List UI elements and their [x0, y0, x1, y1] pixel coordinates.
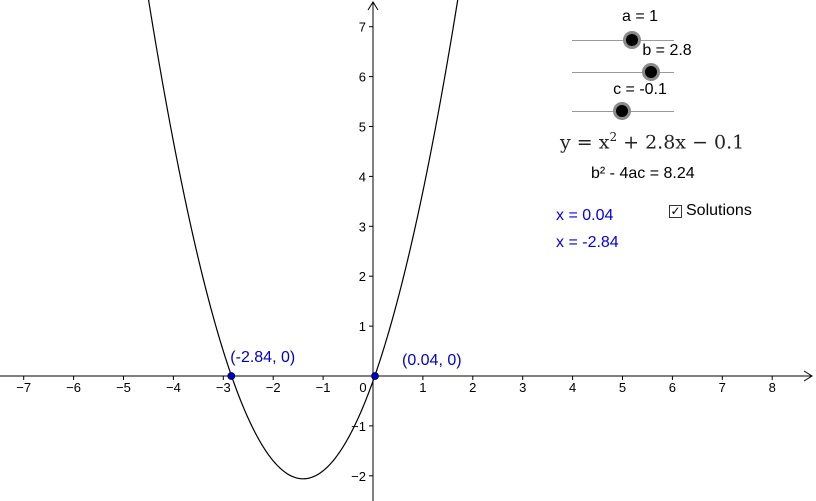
slider-a-knob[interactable]	[626, 34, 638, 46]
y-tick-label: 4	[359, 169, 366, 184]
x-tick-label: −4	[166, 380, 181, 395]
root-point[interactable]	[227, 372, 236, 380]
slider-b-knob[interactable]	[645, 66, 657, 78]
solutions-checkbox-label: Solutions	[686, 202, 752, 219]
curve-layer	[141, 0, 465, 480]
slider-b-label: b = 2.8	[642, 42, 692, 59]
y-tick-label: 3	[359, 219, 366, 234]
x-tick-label: −7	[16, 380, 31, 395]
y-axis-arrow	[367, 1, 379, 11]
parabola-curve[interactable]	[141, 0, 465, 480]
points-layer: (-2.84, 0) (0.04, 0)	[227, 349, 462, 380]
x-tick-label: 1	[419, 380, 426, 395]
slider-a-label: a = 1	[621, 8, 659, 25]
x-tick-label: 7	[719, 380, 726, 395]
discriminant-text: b² - 4ac = 8.24	[591, 165, 695, 182]
x-tick-label: 5	[619, 380, 626, 395]
y-tick-label: −1	[351, 419, 366, 434]
root-point-label: (0.04, 0)	[402, 352, 462, 369]
y-tick-label: −2	[351, 469, 366, 484]
x-tick-label: 3	[519, 380, 526, 395]
x-tick-label: 6	[669, 380, 676, 395]
solutions-toggle[interactable]: ✓ Solutions	[669, 202, 752, 220]
equation-suffix: + 2.8x − 0.1	[617, 131, 745, 154]
equation-prefix: y = x	[560, 131, 610, 154]
x-tick-label: 2	[469, 380, 476, 395]
root-point[interactable]	[371, 372, 379, 380]
root-point-label: (-2.84, 0)	[230, 349, 295, 366]
x-tick-label: 8	[769, 380, 776, 395]
slider-a-track[interactable]	[572, 40, 674, 41]
y-tick-label: 7	[359, 20, 366, 35]
x-tick-label: 0	[359, 380, 366, 395]
checkmark-icon: ✓	[670, 204, 681, 218]
equation-exponent: 2	[609, 130, 618, 144]
slider-c-label: c = -0.1	[613, 81, 667, 98]
x-tick-label: −3	[216, 380, 231, 395]
x-tick-label: 4	[569, 380, 576, 395]
function-equation: y = x2 + 2.8x − 0.1	[560, 130, 744, 153]
ticks: −7 −6 −5 −4 −3 −2 −1 0 1 2 3 4 5 6 7 8 −2 −1 1 2 3 4 5 6 7	[16, 20, 776, 484]
slider-c-knob[interactable]	[616, 105, 628, 117]
x-tick-label: −2	[266, 380, 281, 395]
x-tick-label: −1	[316, 380, 331, 395]
x-tick-label: −5	[116, 380, 131, 395]
x-axis-arrow	[803, 370, 813, 382]
y-tick-label: 5	[359, 120, 366, 135]
solution-x2: x = -2.84	[556, 234, 619, 251]
y-tick-label: 6	[359, 70, 366, 85]
slider-b-track[interactable]	[572, 72, 674, 73]
solutions-checkbox[interactable]: ✓	[669, 204, 682, 218]
x-tick-label: −6	[66, 380, 81, 395]
y-tick-label: 1	[359, 319, 366, 334]
solution-x1: x = 0.04	[556, 207, 614, 224]
y-tick-label: 2	[359, 269, 366, 284]
